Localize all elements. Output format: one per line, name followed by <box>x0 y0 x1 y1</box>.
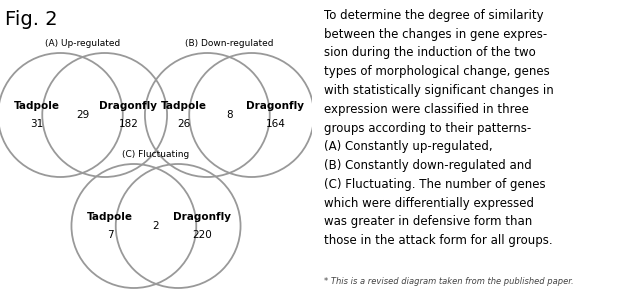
Text: Dragonfly: Dragonfly <box>173 212 231 222</box>
Text: * This is a revised diagram taken from the published paper.: * This is a revised diagram taken from t… <box>324 277 574 286</box>
Text: (B) Down-regulated: (B) Down-regulated <box>185 39 274 48</box>
Text: Tadpole: Tadpole <box>87 212 133 222</box>
Text: types of morphological change, genes: types of morphological change, genes <box>324 65 550 78</box>
Text: 31: 31 <box>30 119 43 129</box>
Text: 2: 2 <box>153 221 159 231</box>
Text: between the changes in gene expres-: between the changes in gene expres- <box>324 28 548 41</box>
Text: Dragonfly: Dragonfly <box>246 101 305 111</box>
Text: groups according to their patterns-: groups according to their patterns- <box>324 122 532 135</box>
Text: Fig. 2: Fig. 2 <box>5 10 57 29</box>
Text: which were differentially expressed: which were differentially expressed <box>324 197 534 210</box>
Text: sion during the induction of the two: sion during the induction of the two <box>324 46 536 60</box>
Text: with statistically significant changes in: with statistically significant changes i… <box>324 84 554 97</box>
Text: was greater in defensive form than: was greater in defensive form than <box>324 215 533 229</box>
Text: Tadpole: Tadpole <box>14 101 60 111</box>
Text: 164: 164 <box>265 119 285 129</box>
Text: (A) Constantly up-regulated,: (A) Constantly up-regulated, <box>324 140 493 153</box>
Text: To determine the degree of similarity: To determine the degree of similarity <box>324 9 544 22</box>
Text: 182: 182 <box>119 119 139 129</box>
Text: 29: 29 <box>76 110 89 120</box>
Text: 8: 8 <box>226 110 233 120</box>
Text: Tadpole: Tadpole <box>160 101 207 111</box>
Text: (A) Up-regulated: (A) Up-regulated <box>45 39 120 48</box>
Text: Dragonfly: Dragonfly <box>99 101 157 111</box>
Text: those in the attack form for all groups.: those in the attack form for all groups. <box>324 234 553 247</box>
Text: (C) Fluctuating: (C) Fluctuating <box>122 150 190 159</box>
Text: (B) Constantly down-regulated and: (B) Constantly down-regulated and <box>324 159 532 172</box>
Text: 26: 26 <box>177 119 190 129</box>
Text: 220: 220 <box>192 230 212 240</box>
Text: (C) Fluctuating. The number of genes: (C) Fluctuating. The number of genes <box>324 178 546 191</box>
Text: expression were classified in three: expression were classified in three <box>324 103 529 116</box>
Text: 7: 7 <box>107 230 114 240</box>
